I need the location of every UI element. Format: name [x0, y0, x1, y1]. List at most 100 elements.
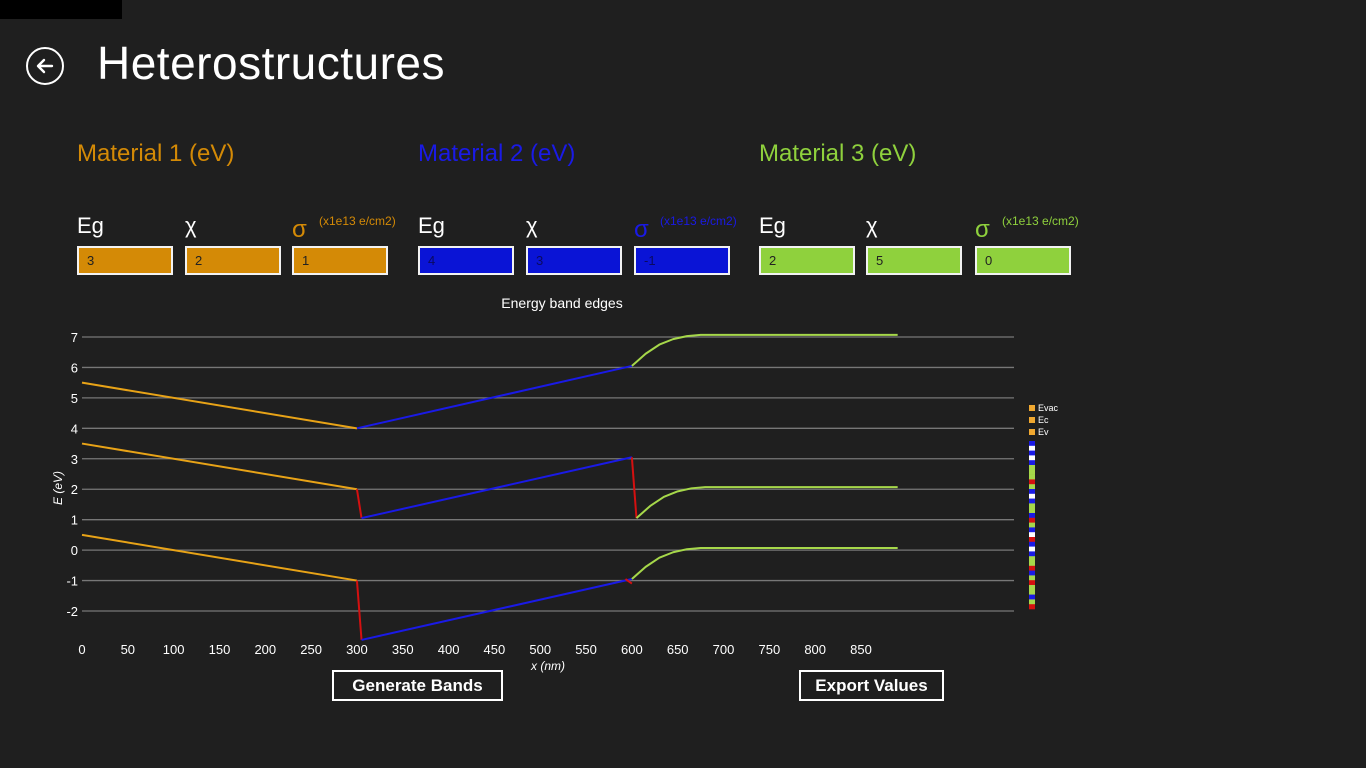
y-tick-label: 2 — [71, 482, 78, 497]
material-1-eg-input[interactable] — [77, 246, 173, 275]
x-tick-label: 850 — [850, 642, 872, 657]
material-1-sigma-input[interactable] — [292, 246, 388, 275]
y-tick-label: -1 — [66, 574, 78, 589]
band-segment-material3 — [631, 333, 898, 367]
legend-strip-cell — [1029, 484, 1035, 490]
legend-strip-cell — [1029, 585, 1035, 591]
chart-title: Energy band edges — [501, 295, 622, 311]
legend-label: Ev — [1038, 427, 1049, 437]
x-tick-label: 200 — [254, 642, 276, 657]
y-tick-label: 4 — [71, 421, 78, 436]
band-segment-material2 — [361, 456, 633, 520]
legend-strip-cell — [1029, 460, 1035, 466]
legend-strip-cell — [1029, 455, 1035, 461]
generate-bands-button[interactable]: Generate Bands — [332, 670, 503, 701]
legend-strip-cell — [1029, 465, 1035, 471]
legend-strip-cell — [1029, 561, 1035, 567]
legend-strip-cell — [1029, 493, 1035, 499]
x-tick-label: 700 — [713, 642, 735, 657]
band-segment-material3 — [631, 546, 898, 580]
band-segment-jump — [630, 457, 638, 519]
legend-strip-cell — [1029, 441, 1035, 447]
material-1-sigma-unit: (x1e13 e/cm2) — [319, 214, 396, 228]
legend-strip-cell — [1029, 556, 1035, 562]
material-3-eg-label: Eg — [759, 213, 786, 238]
legend-strip-cell — [1029, 445, 1035, 451]
page-title: Heterostructures — [97, 37, 446, 89]
x-tick-label: 600 — [621, 642, 643, 657]
band-segment-material2 — [356, 364, 633, 430]
material-3-sigma-unit: (x1e13 e/cm2) — [1002, 214, 1079, 228]
export-values-button[interactable]: Export Values — [799, 670, 944, 701]
material-3-sigma-label: σ — [975, 216, 990, 243]
material-3-chi-input[interactable] — [866, 246, 962, 275]
legend-strip-cell — [1029, 508, 1035, 514]
legend-strip-cell — [1029, 604, 1035, 610]
material-2-sigma-label: σ — [634, 216, 649, 243]
y-tick-label: 7 — [71, 330, 78, 345]
material-2-sigma-input[interactable] — [634, 246, 730, 275]
y-tick-label: 6 — [71, 360, 78, 375]
back-button[interactable] — [26, 47, 64, 85]
material-1-chi-label: χ — [185, 213, 197, 238]
band-segment-material2 — [361, 578, 633, 641]
material-3-sigma-input[interactable] — [975, 246, 1071, 275]
material-3-eg-input[interactable] — [759, 246, 855, 275]
x-tick-label: 550 — [575, 642, 597, 657]
legend-strip-cell — [1029, 575, 1035, 581]
band-segment-material1 — [81, 442, 358, 491]
material-1-eg-label: Eg — [77, 213, 104, 238]
x-tick-label: 400 — [438, 642, 460, 657]
legend-strip-cell — [1029, 498, 1035, 504]
y-tick-label: 1 — [71, 513, 78, 528]
legend-label: Evac — [1038, 403, 1059, 413]
band-segment-material3 — [635, 486, 898, 519]
x-tick-label: 500 — [529, 642, 551, 657]
legend-strip-cell — [1029, 594, 1035, 600]
energy-band-chart: Energy band edges -2 -1 0 1 2 3 4 5 6 7 0 50 100 150 20… — [51, 295, 1059, 673]
x-tick-label: 100 — [163, 642, 185, 657]
band-segment-material1 — [81, 381, 358, 430]
x-tick-label: 50 — [121, 642, 135, 657]
series-ev — [81, 533, 898, 641]
legend-strip-cell — [1029, 546, 1035, 552]
x-tick-label: 350 — [392, 642, 414, 657]
legend-strip-cell — [1029, 503, 1035, 509]
x-tick-label: 300 — [346, 642, 368, 657]
legend-strip-cell — [1029, 532, 1035, 538]
material-3-title: Material 3 (eV) — [759, 140, 917, 167]
legend-strip-cell — [1029, 522, 1035, 528]
material-2-chi-input[interactable] — [526, 246, 622, 275]
legend-strip-cell — [1029, 489, 1035, 495]
legend-strip-cell — [1029, 570, 1035, 576]
band-segment-material1 — [81, 533, 358, 582]
material-2-title: Material 2 (eV) — [418, 140, 576, 167]
legend-strip-cell — [1029, 580, 1035, 586]
legend-swatch — [1029, 417, 1035, 423]
legend-swatch — [1029, 429, 1035, 435]
material-2-chi-label: χ — [526, 213, 538, 238]
legend-strip-cell — [1029, 527, 1035, 533]
legend-strip-cell — [1029, 517, 1035, 523]
x-tick-label: 250 — [300, 642, 322, 657]
legend-strip-cell — [1029, 474, 1035, 480]
material-2-sigma-unit: (x1e13 e/cm2) — [660, 214, 737, 228]
material-2-eg-label: Eg — [418, 213, 445, 238]
y-axis-label: E (eV) — [51, 471, 65, 505]
x-tick-label: 650 — [667, 642, 689, 657]
band-segment-jump — [624, 578, 633, 585]
legend-strip-cell — [1029, 469, 1035, 475]
window-corner-bar — [0, 0, 122, 19]
material-1-chi-input[interactable] — [185, 246, 281, 275]
x-tick-label: 750 — [759, 642, 781, 657]
y-tick-label: 3 — [71, 452, 78, 467]
x-axis-label: x (nm) — [530, 659, 565, 673]
legend-strip-cell — [1029, 537, 1035, 543]
material-1-sigma-label: σ — [292, 216, 307, 243]
material-3-chi-label: χ — [866, 213, 878, 238]
material-1-title: Material 1 (eV) — [77, 140, 235, 167]
legend-strip-cell — [1029, 479, 1035, 485]
material-2-eg-input[interactable] — [418, 246, 514, 275]
x-tick-label: 150 — [209, 642, 231, 657]
legend-strip-cell — [1029, 513, 1035, 519]
